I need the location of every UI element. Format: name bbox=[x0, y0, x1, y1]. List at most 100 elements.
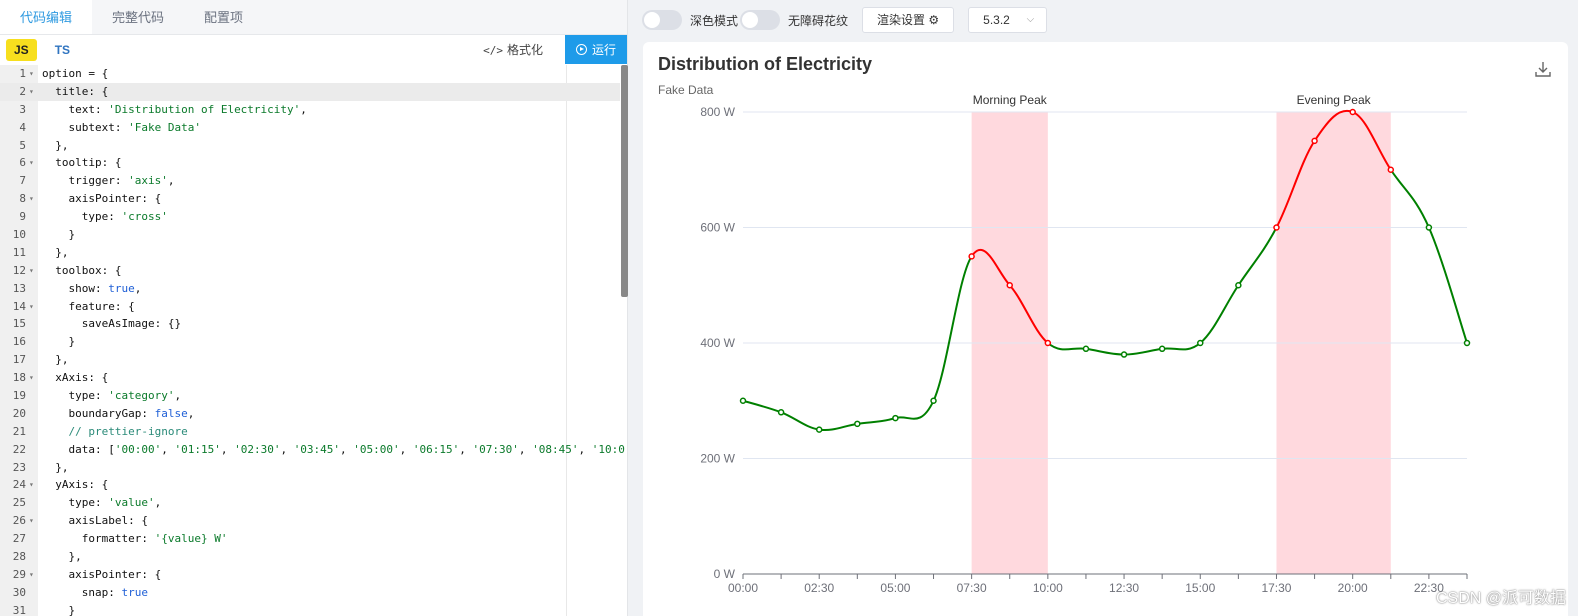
y-tick-label: 0 W bbox=[714, 567, 736, 581]
code-line: 14 ▾ feature: { bbox=[0, 298, 620, 316]
code-text: saveAsImage: {} bbox=[42, 317, 182, 331]
code-line: 2 ▾ title: { bbox=[0, 82, 620, 101]
line-number: 6 bbox=[19, 156, 26, 170]
series-line-segment bbox=[1124, 347, 1163, 356]
code-text: }, bbox=[42, 353, 69, 367]
series-line-segment bbox=[1085, 347, 1125, 356]
chart-title: Distribution of Electricity bbox=[658, 54, 873, 74]
render-settings-button[interactable]: 渲染设置 ⚙ bbox=[862, 7, 955, 33]
data-point bbox=[1044, 339, 1052, 347]
code-line: 22 data: ['00:00', '01:15', '02:30', '03… bbox=[0, 441, 625, 459]
code-line: 31 } bbox=[0, 602, 620, 616]
series-line-segment bbox=[1275, 140, 1316, 228]
tab-full-code[interactable]: 完整代码 bbox=[112, 10, 165, 25]
y-tick-label: 600 W bbox=[700, 221, 735, 235]
fold-icon[interactable]: ▾ bbox=[29, 373, 34, 383]
lang-js-button[interactable]: JS bbox=[6, 39, 37, 61]
version-value: 5.3.2 bbox=[983, 13, 1010, 27]
line-number: 22 bbox=[12, 442, 26, 456]
data-point bbox=[1387, 166, 1395, 173]
line-chart[interactable]: Morning Peak Evening Peak 0 W 200 W 400 W 600… bbox=[643, 42, 1568, 616]
x-tick-label: 05:00 bbox=[880, 581, 910, 595]
code-text: axisPointer: { bbox=[42, 192, 162, 206]
format-label: 格式化 bbox=[506, 43, 543, 57]
fold-icon[interactable]: ▾ bbox=[29, 265, 34, 275]
line-number: 1 bbox=[19, 67, 26, 80]
format-button[interactable]: </> 格式化 bbox=[483, 41, 543, 58]
dark-mode-label: 深色模式 bbox=[690, 13, 739, 28]
fold-icon[interactable]: ▾ bbox=[29, 569, 34, 579]
code-text: type: 'category', bbox=[42, 389, 182, 403]
data-point bbox=[1425, 224, 1433, 231]
series-line-segment bbox=[1427, 227, 1468, 344]
series-line-segment bbox=[1162, 342, 1201, 351]
x-tick-label: 15:00 bbox=[1185, 581, 1215, 595]
series-line-segment bbox=[1352, 111, 1392, 171]
code-editor[interactable]: 1 ▾ option = {2 ▾ title: {3 text: 'Distribu… bbox=[0, 65, 628, 616]
version-select[interactable]: 5.3.2 ⌵ bbox=[968, 7, 1048, 33]
editor-scrollbar[interactable] bbox=[621, 65, 628, 297]
code-text: }, bbox=[42, 138, 69, 152]
data-point bbox=[930, 397, 937, 404]
fold-icon[interactable]: ▾ bbox=[29, 69, 34, 78]
x-tick-label: 17:30 bbox=[1261, 581, 1291, 595]
fold-icon[interactable]: ▾ bbox=[29, 480, 34, 490]
code-text: type: 'value', bbox=[42, 496, 162, 510]
code-lines: 1 ▾ option = {2 ▾ title: {3 text: 'Distribu… bbox=[0, 65, 625, 616]
series-line-segment bbox=[780, 411, 820, 431]
x-tick-label: 00:00 bbox=[728, 581, 758, 595]
code-text: tooltip: { bbox=[42, 156, 122, 170]
fold-icon[interactable]: ▾ bbox=[29, 301, 34, 311]
line-number: 27 bbox=[12, 532, 26, 546]
tab-config[interactable]: 配置项 bbox=[204, 10, 244, 25]
line-number: 14 bbox=[12, 299, 26, 313]
fold-icon[interactable]: ▾ bbox=[29, 194, 34, 204]
line-number: 26 bbox=[12, 514, 26, 528]
line-number: 17 bbox=[12, 353, 26, 367]
data-point bbox=[1006, 282, 1013, 289]
dark-mode-toggle[interactable] bbox=[642, 10, 682, 30]
series-line-segment bbox=[742, 399, 782, 414]
line-number: 21 bbox=[12, 424, 26, 438]
preview-toolbar: 深色模式 无障碍花纹 渲染设置 ⚙ 5.3.2 ⌵ bbox=[628, 0, 1578, 40]
code-text: }, bbox=[42, 460, 69, 474]
code-text: axisPointer: { bbox=[42, 567, 162, 581]
y-tick-label: 200 W bbox=[700, 452, 735, 466]
download-icon[interactable] bbox=[1534, 60, 1552, 78]
code-text: } bbox=[42, 335, 76, 349]
y-tick-label: 400 W bbox=[700, 336, 735, 350]
fold-icon[interactable]: ▾ bbox=[29, 86, 34, 96]
code-line: 20 boundaryGap: false, bbox=[0, 405, 620, 423]
code-text: // prettier-ignore bbox=[68, 424, 188, 438]
fold-icon[interactable]: ▾ bbox=[29, 516, 34, 526]
chart-subtitle: Fake Data bbox=[658, 83, 714, 97]
tab-code-edit[interactable]: 代码编辑 bbox=[0, 0, 93, 34]
series-line-segment bbox=[1008, 284, 1049, 344]
lang-ts-button[interactable]: TS bbox=[54, 43, 71, 57]
fold-icon[interactable]: ▾ bbox=[29, 158, 34, 168]
accessibility-toggle[interactable] bbox=[740, 10, 781, 30]
code-text: data: ['00:00', '01:15', '02:30', '03:45… bbox=[42, 442, 625, 456]
series-line-segment bbox=[895, 400, 935, 420]
code-line: 25 type: 'value', bbox=[0, 494, 620, 512]
line-number: 30 bbox=[12, 585, 26, 599]
code-text: subtext: 'Fake Data' bbox=[42, 120, 201, 134]
x-tick-label: 22:30 bbox=[1414, 581, 1444, 595]
data-point bbox=[1197, 339, 1204, 347]
code-line: 30 snap: true bbox=[0, 584, 620, 602]
run-button[interactable]: 运行 bbox=[565, 35, 627, 64]
code-line: 13 show: true, bbox=[0, 280, 620, 298]
data-point bbox=[1463, 339, 1471, 347]
code-text: }, bbox=[42, 550, 82, 564]
code-line: 27 formatter: '{value} W' bbox=[0, 530, 620, 548]
code-line: 21 // prettier-ignore bbox=[0, 423, 620, 441]
code-line: 1 ▾ option = { bbox=[0, 65, 620, 83]
code-line: 16 } bbox=[0, 333, 620, 351]
data-point bbox=[815, 426, 823, 433]
line-number: 24 bbox=[12, 478, 26, 492]
code-line: 15 saveAsImage: {} bbox=[0, 315, 620, 333]
code-text: trigger: 'axis', bbox=[42, 174, 175, 188]
line-number: 7 bbox=[19, 174, 26, 188]
editor-tabs: 代码编辑 完整代码 配置项 bbox=[0, 0, 627, 35]
data-point bbox=[1349, 108, 1356, 116]
